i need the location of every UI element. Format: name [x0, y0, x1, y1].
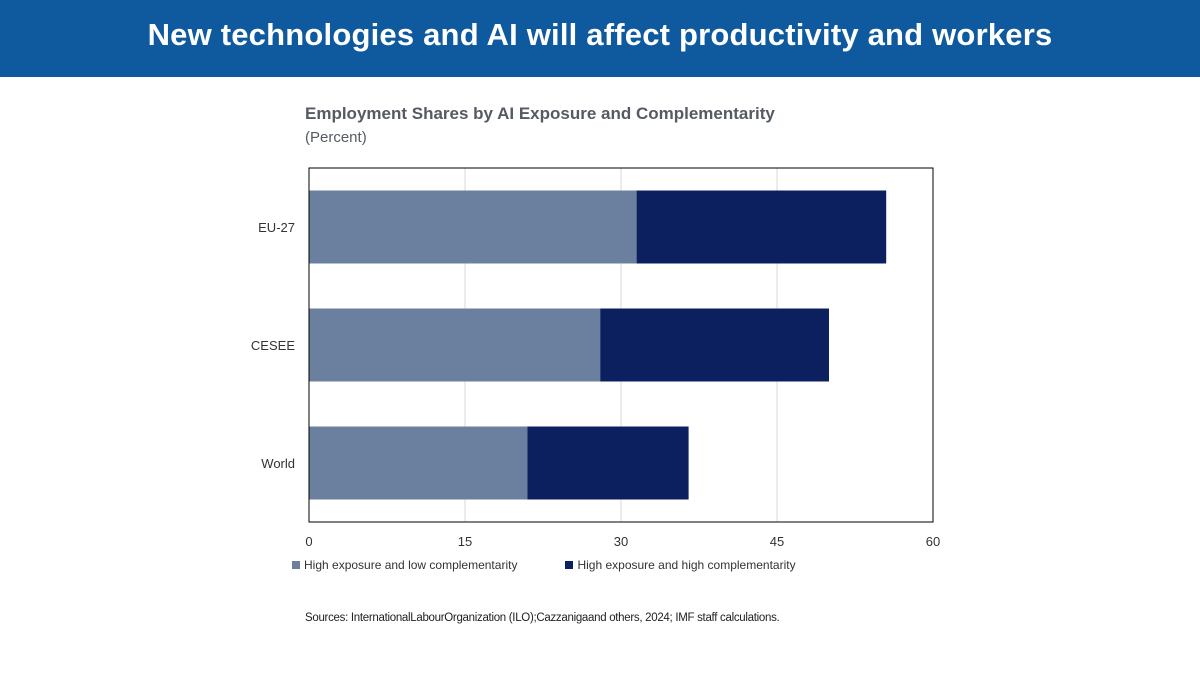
x-tick-label: 0 [305, 534, 312, 549]
banner-title: New technologies and AI will affect prod… [147, 16, 1053, 52]
x-tick-label: 60 [926, 534, 940, 549]
x-tick-label: 30 [614, 534, 628, 549]
category-label: World [261, 456, 295, 471]
category-label: CESEE [251, 338, 295, 353]
chart-title: Employment Shares by AI Exposure and Com… [305, 104, 775, 123]
legend-label: High exposure and low complementarity [304, 558, 518, 572]
title-banner: New technologies and AI will affect prod… [0, 0, 1200, 77]
legend-swatch [565, 561, 574, 569]
legend-item-high-complementarity: High exposure and high complementarity [565, 558, 796, 572]
chart-legend: High exposure and low complementarity Hi… [292, 558, 796, 572]
legend-label: High exposure and high complementarity [577, 558, 796, 572]
sources-note: Sources: InternationalLabourOrganization… [305, 612, 780, 624]
bar-segment [309, 426, 528, 500]
bar-segment [600, 308, 829, 382]
category-label: EU-27 [258, 220, 295, 235]
x-tick-label: 45 [770, 534, 784, 549]
chart-subtitle: (Percent) [305, 129, 367, 146]
bar-segment [527, 426, 689, 500]
legend-item-low-complementarity: High exposure and low complementarity [292, 558, 517, 572]
bar-segment [309, 308, 601, 382]
x-tick-label: 15 [458, 534, 472, 549]
legend-swatch [292, 561, 300, 569]
plot-frame [308, 167, 934, 523]
bar-segment [309, 190, 637, 264]
bar-segment [636, 190, 887, 264]
